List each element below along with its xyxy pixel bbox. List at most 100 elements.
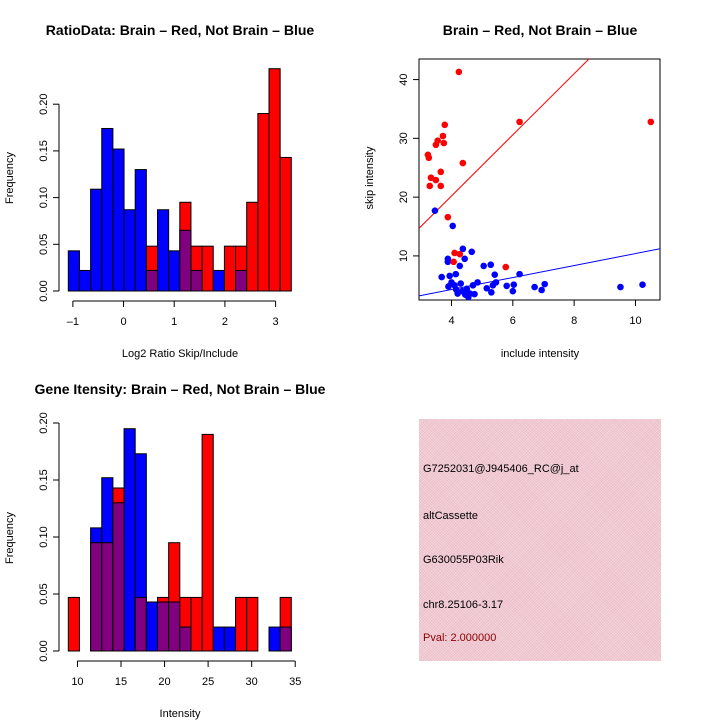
ratio-histogram-xlabel: Log2 Ratio Skip/Include (122, 348, 238, 360)
point-brain (426, 182, 434, 190)
scatter-xlabel: include intensity (501, 348, 580, 360)
point-brain (444, 213, 452, 221)
point-brain (427, 174, 435, 182)
point-brain (502, 263, 510, 271)
y-tick-label: 0.00 (38, 280, 50, 301)
point-brain (451, 249, 458, 257)
point-not-brain (468, 248, 476, 256)
x-tick-label: 0 (120, 316, 126, 328)
point-not-brain (438, 273, 445, 281)
bar-overlap-4 (112, 502, 125, 652)
x-tick-label: 3 (273, 316, 279, 328)
bar-brain-19 (279, 156, 292, 292)
point-not-brain (509, 287, 517, 295)
point-brain (432, 176, 440, 184)
y-tick-label: 0.05 (38, 234, 50, 255)
point-not-brain (538, 286, 545, 294)
y-tick-label: 10 (398, 250, 410, 262)
point-not-brain (483, 284, 491, 292)
y-tick-label: 30 (398, 132, 410, 144)
point-not-brain (491, 271, 499, 279)
bar-overlap-7 (145, 269, 159, 292)
bar-brain-12 (201, 433, 214, 652)
point-not-brain (488, 289, 495, 296)
fit-line-not-brain (419, 248, 660, 297)
point-brain (647, 118, 655, 126)
x-tick-label: 4 (448, 315, 454, 327)
bar-overlap-3 (101, 542, 114, 652)
bar-overlap-8 (157, 601, 170, 652)
point-not-brain (457, 280, 464, 287)
point-not-brain (444, 258, 452, 266)
point-not-brain (541, 280, 549, 288)
x-tick-label: 10 (629, 315, 641, 327)
point-not-brain (449, 222, 457, 230)
point-not-brain (503, 282, 510, 290)
x-tick-label: 10 (71, 676, 83, 688)
point-brain (459, 159, 467, 167)
x-tick-label: 20 (158, 676, 170, 688)
event-type: altCassette (423, 510, 479, 522)
x-tick-label: –1 (67, 316, 79, 328)
bar-not-brain-13 (212, 269, 225, 292)
y-tick-label: 0.10 (38, 187, 50, 208)
bar-not-brain-4 (112, 148, 125, 292)
point-not-brain (531, 283, 538, 291)
y-tick-label: 0.20 (38, 412, 50, 433)
x-tick-label: 25 (202, 676, 214, 688)
bar-not-brain-18 (268, 626, 281, 652)
scatter-frame (418, 58, 661, 301)
point-brain (437, 182, 445, 190)
point-brain (437, 168, 445, 176)
y-tick-label: 0.20 (38, 93, 50, 114)
point-not-brain (456, 262, 464, 270)
point-not-brain (452, 270, 460, 278)
genomic-location: chr8.25106-3.17 (423, 599, 504, 611)
point-brain (455, 68, 463, 76)
point-brain (456, 250, 464, 258)
y-tick-label: 0.10 (38, 526, 50, 547)
point-brain (439, 132, 447, 140)
x-tick-label: 2 (222, 316, 228, 328)
bar-brain-18 (268, 68, 281, 292)
gene-histogram-xlabel: Intensity (160, 708, 201, 720)
bar-brain-0 (67, 596, 80, 652)
bar-overlap-9 (168, 601, 181, 652)
point-brain (516, 118, 523, 126)
x-tick-label: 8 (571, 315, 577, 327)
point-brain (432, 141, 440, 149)
bar-brain-11 (190, 596, 203, 652)
point-not-brain (474, 279, 481, 286)
y-tick-label: 0.15 (38, 140, 50, 161)
x-tick-label: 6 (510, 315, 516, 327)
scatter-title: Brain – Red, Not Brain – Blue (443, 22, 638, 38)
bar-overlap-2 (90, 542, 103, 652)
gene-histogram-ylabel: Frequency (4, 512, 16, 564)
x-tick-label: 1 (171, 316, 177, 328)
y-tick-label: 20 (398, 191, 410, 203)
bar-not-brain-9 (168, 250, 181, 292)
gene-name: G630055P03Rik (423, 554, 504, 566)
point-not-brain (617, 283, 624, 291)
bar-not-brain-0 (67, 250, 80, 292)
bar-not-brain-14 (223, 626, 237, 652)
bar-brain-16 (246, 201, 259, 292)
x-tick-label: 15 (115, 676, 127, 688)
bar-overlap-11 (190, 269, 203, 292)
bar-overlap-15 (235, 269, 248, 292)
probe-info-panel: G7252031@J945406_RC@j_at altCassette G63… (419, 419, 661, 661)
gene-histogram-title: Gene Itensity: Brain – Red, Not Brain – … (35, 381, 326, 397)
point-not-brain (431, 207, 439, 214)
x-tick-label: 30 (246, 676, 258, 688)
bar-not-brain-13 (212, 626, 225, 652)
point-not-brain (639, 281, 646, 289)
bar-overlap-10 (179, 626, 192, 652)
bar-brain-14 (223, 245, 237, 292)
bar-not-brain-3 (101, 127, 114, 292)
bar-brain-12 (201, 245, 214, 292)
point-not-brain (510, 281, 518, 289)
probe-id: G7252031@J945406_RC@j_at (423, 463, 579, 475)
y-tick-label: 0.15 (38, 469, 50, 490)
bar-brain-17 (257, 113, 270, 292)
